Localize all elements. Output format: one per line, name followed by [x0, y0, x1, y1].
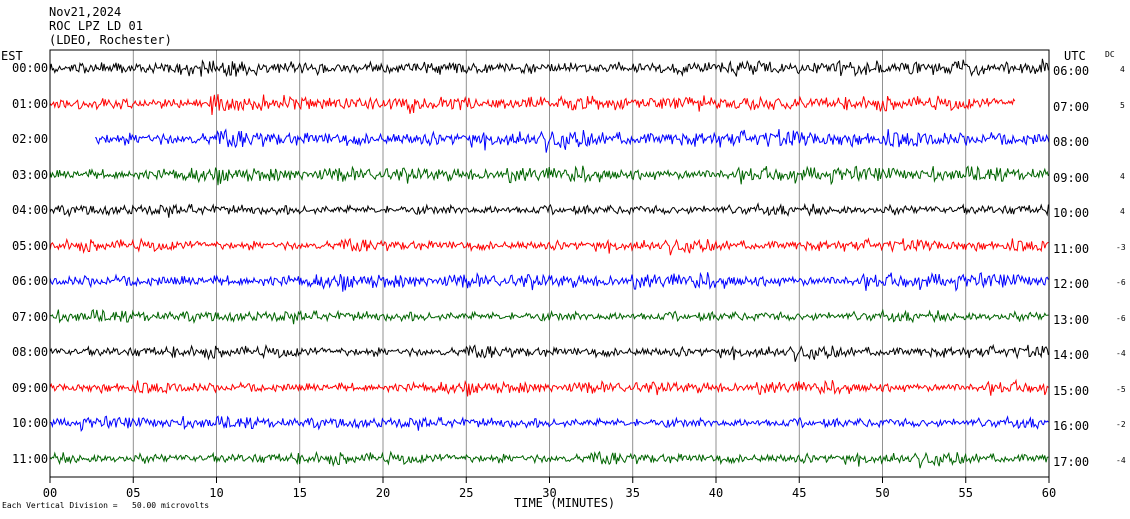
- est-hour-label: 08:00: [12, 345, 49, 359]
- est-hour-label: 00:00: [12, 61, 49, 75]
- x-tick-label: 20: [375, 486, 391, 500]
- x-axis-label: TIME (MINUTES): [514, 496, 616, 510]
- est-hour-label: 06:00: [12, 274, 49, 288]
- utc-hour-label: 11:00: [1053, 241, 1090, 256]
- trace-row-1: [49, 94, 1016, 116]
- est-hour-label: 03:00: [12, 167, 49, 182]
- dc-header-label: DC: [1105, 50, 1115, 59]
- utc-hour-label: 12:00: [1053, 277, 1090, 291]
- dc-offset-label: -2: [1116, 420, 1126, 429]
- dc-offset-label: -5: [1116, 384, 1126, 394]
- station-label: ROC LPZ LD 01: [49, 19, 143, 33]
- trace-row-4: [49, 202, 1049, 218]
- trace-row-2: [95, 128, 1050, 153]
- utc-hour-label: 13:00: [1053, 312, 1090, 327]
- trace-row-0: [49, 58, 1049, 78]
- trace-row-7: [49, 308, 1049, 325]
- trace-row-3: [49, 165, 1049, 186]
- grid-lines: [132, 50, 967, 477]
- dc-offset-label: 5: [1120, 100, 1125, 110]
- network-label: (LDEO, Rochester): [49, 33, 172, 47]
- est-hour-label: 01:00: [12, 96, 49, 111]
- x-tick-label: 30: [542, 486, 557, 500]
- right-timezone-label: UTC: [1064, 49, 1086, 63]
- est-hour-label: 02:00: [12, 132, 49, 146]
- dc-offset-label: 4: [1120, 207, 1125, 216]
- utc-hour-label: 14:00: [1053, 348, 1090, 362]
- trace-row-9: [49, 378, 1049, 397]
- est-hour-label: 04:00: [12, 203, 49, 217]
- trace-row-8: [49, 343, 1049, 362]
- dc-offset-label: -6: [1116, 313, 1126, 323]
- est-hour-label: 07:00: [12, 309, 49, 324]
- dc-offset-label: -6: [1116, 278, 1126, 287]
- x-axis-ticks: [49, 477, 1050, 483]
- x-tick-label: 25: [459, 486, 474, 500]
- trace-row-5: [49, 237, 1049, 256]
- est-hour-label: 09:00: [12, 380, 49, 395]
- utc-hour-label: 09:00: [1053, 170, 1090, 185]
- utc-hour-label: 15:00: [1053, 383, 1090, 398]
- est-hour-label: 05:00: [12, 238, 49, 253]
- trace-row-10: [49, 415, 1049, 433]
- x-tick-label: 10: [209, 486, 224, 500]
- x-tick-label: 15: [292, 486, 307, 500]
- est-hour-label: 10:00: [12, 416, 49, 430]
- seismic-traces: [49, 58, 1050, 469]
- dc-offset-label: -3: [1116, 242, 1126, 252]
- dc-offset-label: 4: [1120, 65, 1125, 74]
- left-timezone-label: EST: [1, 49, 23, 63]
- dc-offset-label: -4: [1116, 349, 1126, 358]
- utc-hour-label: 16:00: [1053, 419, 1090, 433]
- scale-footnote: Each Vertical Division = 50.00 microvolt…: [2, 501, 210, 510]
- utc-hour-label: 06:00: [1053, 64, 1090, 78]
- x-tick-label: 40: [708, 486, 724, 500]
- utc-hour-label: 17:00: [1053, 454, 1090, 469]
- est-hour-label: 11:00: [12, 451, 49, 466]
- x-tick-label: 50: [875, 486, 890, 500]
- trace-row-11: [49, 450, 1049, 469]
- dc-offset-label: 4: [1120, 171, 1125, 181]
- x-tick-label: 55: [958, 486, 973, 500]
- x-tick-label: 60: [1041, 486, 1057, 500]
- date-label: Nov21,2024: [49, 5, 122, 19]
- utc-hour-label: 07:00: [1053, 99, 1090, 114]
- x-tick-label: 35: [625, 486, 640, 500]
- dc-offset-label: -4: [1116, 455, 1126, 465]
- utc-hour-label: 10:00: [1053, 206, 1090, 220]
- trace-row-6: [49, 271, 1049, 292]
- x-tick-label: 45: [792, 486, 807, 500]
- utc-hour-label: 08:00: [1053, 135, 1090, 149]
- x-tick-label: 05: [126, 486, 141, 500]
- x-tick-label: 00: [42, 486, 58, 500]
